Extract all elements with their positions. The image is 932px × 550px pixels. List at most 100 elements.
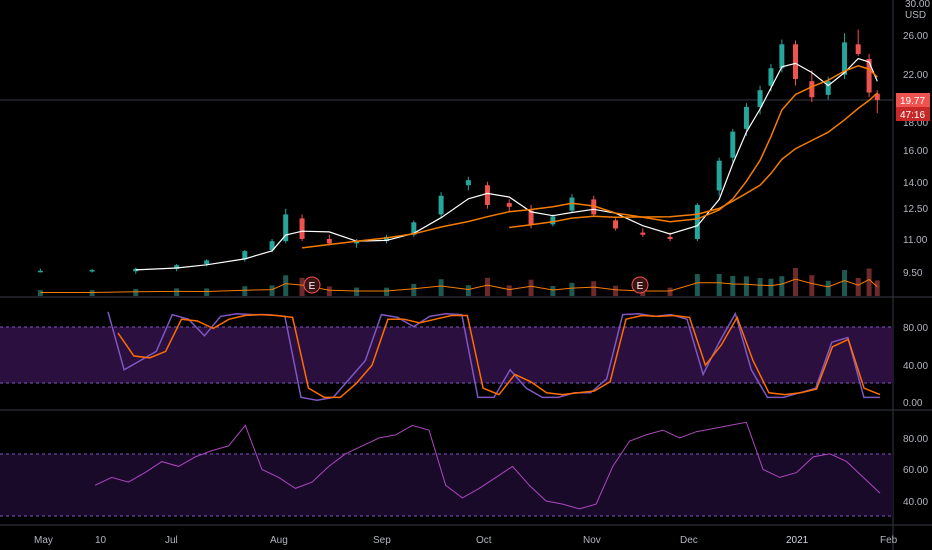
volume-bar xyxy=(204,288,210,296)
ma-mid-line xyxy=(302,65,878,249)
price-tick-label: 30.00 xyxy=(905,0,930,10)
time-tick-label: Aug xyxy=(270,535,288,546)
volume-bar xyxy=(550,286,556,296)
time-tick-label: Feb xyxy=(880,535,898,546)
svg-text:E: E xyxy=(309,281,316,292)
candle xyxy=(743,103,749,136)
price-tick-label: 12.50 xyxy=(903,204,928,215)
stoch-tick-label: 40.00 xyxy=(903,361,928,372)
volume-bar xyxy=(842,270,848,296)
candle xyxy=(550,214,556,227)
volume-bar xyxy=(743,276,749,296)
volume-bars xyxy=(37,268,880,296)
candle xyxy=(874,90,880,114)
candle xyxy=(694,203,700,242)
rsi-axis[interactable]: 80.00 60.00 40.00 xyxy=(903,434,928,508)
stoch-tick-label: 80.00 xyxy=(903,323,928,334)
price-tick-label: 14.00 xyxy=(903,178,928,189)
price-tick-label: 9.50 xyxy=(903,268,923,279)
ma-slow-line xyxy=(509,92,878,229)
earnings-marker[interactable]: E xyxy=(303,276,321,294)
svg-text:19.77: 19.77 xyxy=(900,96,925,107)
candle xyxy=(438,192,444,219)
last-price-badge: 19.77 47:16 xyxy=(896,93,930,121)
volume-bar xyxy=(757,278,763,296)
candle xyxy=(855,29,861,56)
candle xyxy=(242,250,248,262)
price-axis[interactable]: 30.00 USD 26.00 22.00 18.00 16.00 14.00 … xyxy=(903,0,930,279)
time-tick-label: Oct xyxy=(476,535,492,546)
volume-bar xyxy=(866,268,872,296)
candle xyxy=(133,267,139,274)
price-tick-label: 26.00 xyxy=(903,31,928,42)
time-tick-label: Sep xyxy=(373,535,391,546)
time-tick-label: Jul xyxy=(165,535,178,546)
volume-bar xyxy=(242,286,248,296)
volume-bar xyxy=(569,282,575,296)
volume-bar xyxy=(855,278,861,296)
price-tick-label: 16.00 xyxy=(903,146,928,157)
volume-bar xyxy=(133,288,139,296)
candles xyxy=(37,29,880,274)
rsi-tick-label: 40.00 xyxy=(903,497,928,508)
time-axis[interactable]: May 10 Jul Aug Sep Oct Nov Dec 2021 Feb xyxy=(34,535,898,546)
stoch-d-line xyxy=(117,313,881,399)
volume-bar xyxy=(283,275,289,296)
candle xyxy=(613,218,619,231)
volume-bar xyxy=(438,279,444,296)
rsi-tick-label: 60.00 xyxy=(903,465,928,476)
candle xyxy=(716,157,722,196)
svg-text:47:16: 47:16 xyxy=(900,110,925,121)
time-tick-label: 2021 xyxy=(786,535,809,546)
volume-bar xyxy=(779,276,785,296)
candle xyxy=(465,176,471,191)
candle xyxy=(640,228,646,237)
volume-bar xyxy=(716,273,722,296)
volume-bar xyxy=(694,274,700,296)
rsi-line xyxy=(94,421,881,510)
volume-bar xyxy=(484,277,490,296)
volume-bar xyxy=(326,286,332,296)
svg-text:E: E xyxy=(637,281,644,292)
time-tick-label: Nov xyxy=(583,535,601,546)
volume-bar xyxy=(809,275,815,296)
volume-bar xyxy=(465,285,471,296)
volume-bar xyxy=(174,288,180,296)
stoch-tick-label: 0.00 xyxy=(903,398,923,409)
volume-bar xyxy=(768,278,774,296)
time-tick-label: 10 xyxy=(95,535,107,546)
candle xyxy=(384,234,390,244)
volume-bar xyxy=(269,285,275,296)
stoch-k-line xyxy=(107,311,880,401)
price-tick-label: 18.00 xyxy=(903,118,928,129)
earnings-marker[interactable]: E xyxy=(631,276,649,294)
volume-bar xyxy=(591,281,597,296)
volume-ma-line xyxy=(40,278,878,293)
volume-bar xyxy=(37,290,43,296)
price-tick-label: 22.00 xyxy=(903,70,928,81)
currency-label: USD xyxy=(905,10,926,21)
volume-bar xyxy=(411,283,417,296)
time-tick-label: Dec xyxy=(680,535,698,546)
volume-bar xyxy=(667,287,673,296)
stoch-axis[interactable]: 80.00 40.00 0.00 xyxy=(903,323,928,409)
volume-bar xyxy=(506,285,512,296)
candle xyxy=(484,181,490,209)
volume-bar xyxy=(874,280,880,296)
candle xyxy=(866,53,872,98)
rsi-tick-label: 80.00 xyxy=(903,434,928,445)
volume-bar xyxy=(730,276,736,296)
candle xyxy=(283,208,289,244)
ma-fast-line xyxy=(135,57,878,271)
volume-bar xyxy=(354,287,360,296)
volume-bar xyxy=(825,280,831,296)
candle xyxy=(299,214,305,242)
candle xyxy=(730,128,736,163)
volume-bar xyxy=(613,285,619,296)
candle xyxy=(506,199,512,213)
volume-bar xyxy=(528,279,534,296)
volume-bar xyxy=(89,290,95,296)
time-tick-label: May xyxy=(34,535,53,546)
candle xyxy=(37,268,43,273)
